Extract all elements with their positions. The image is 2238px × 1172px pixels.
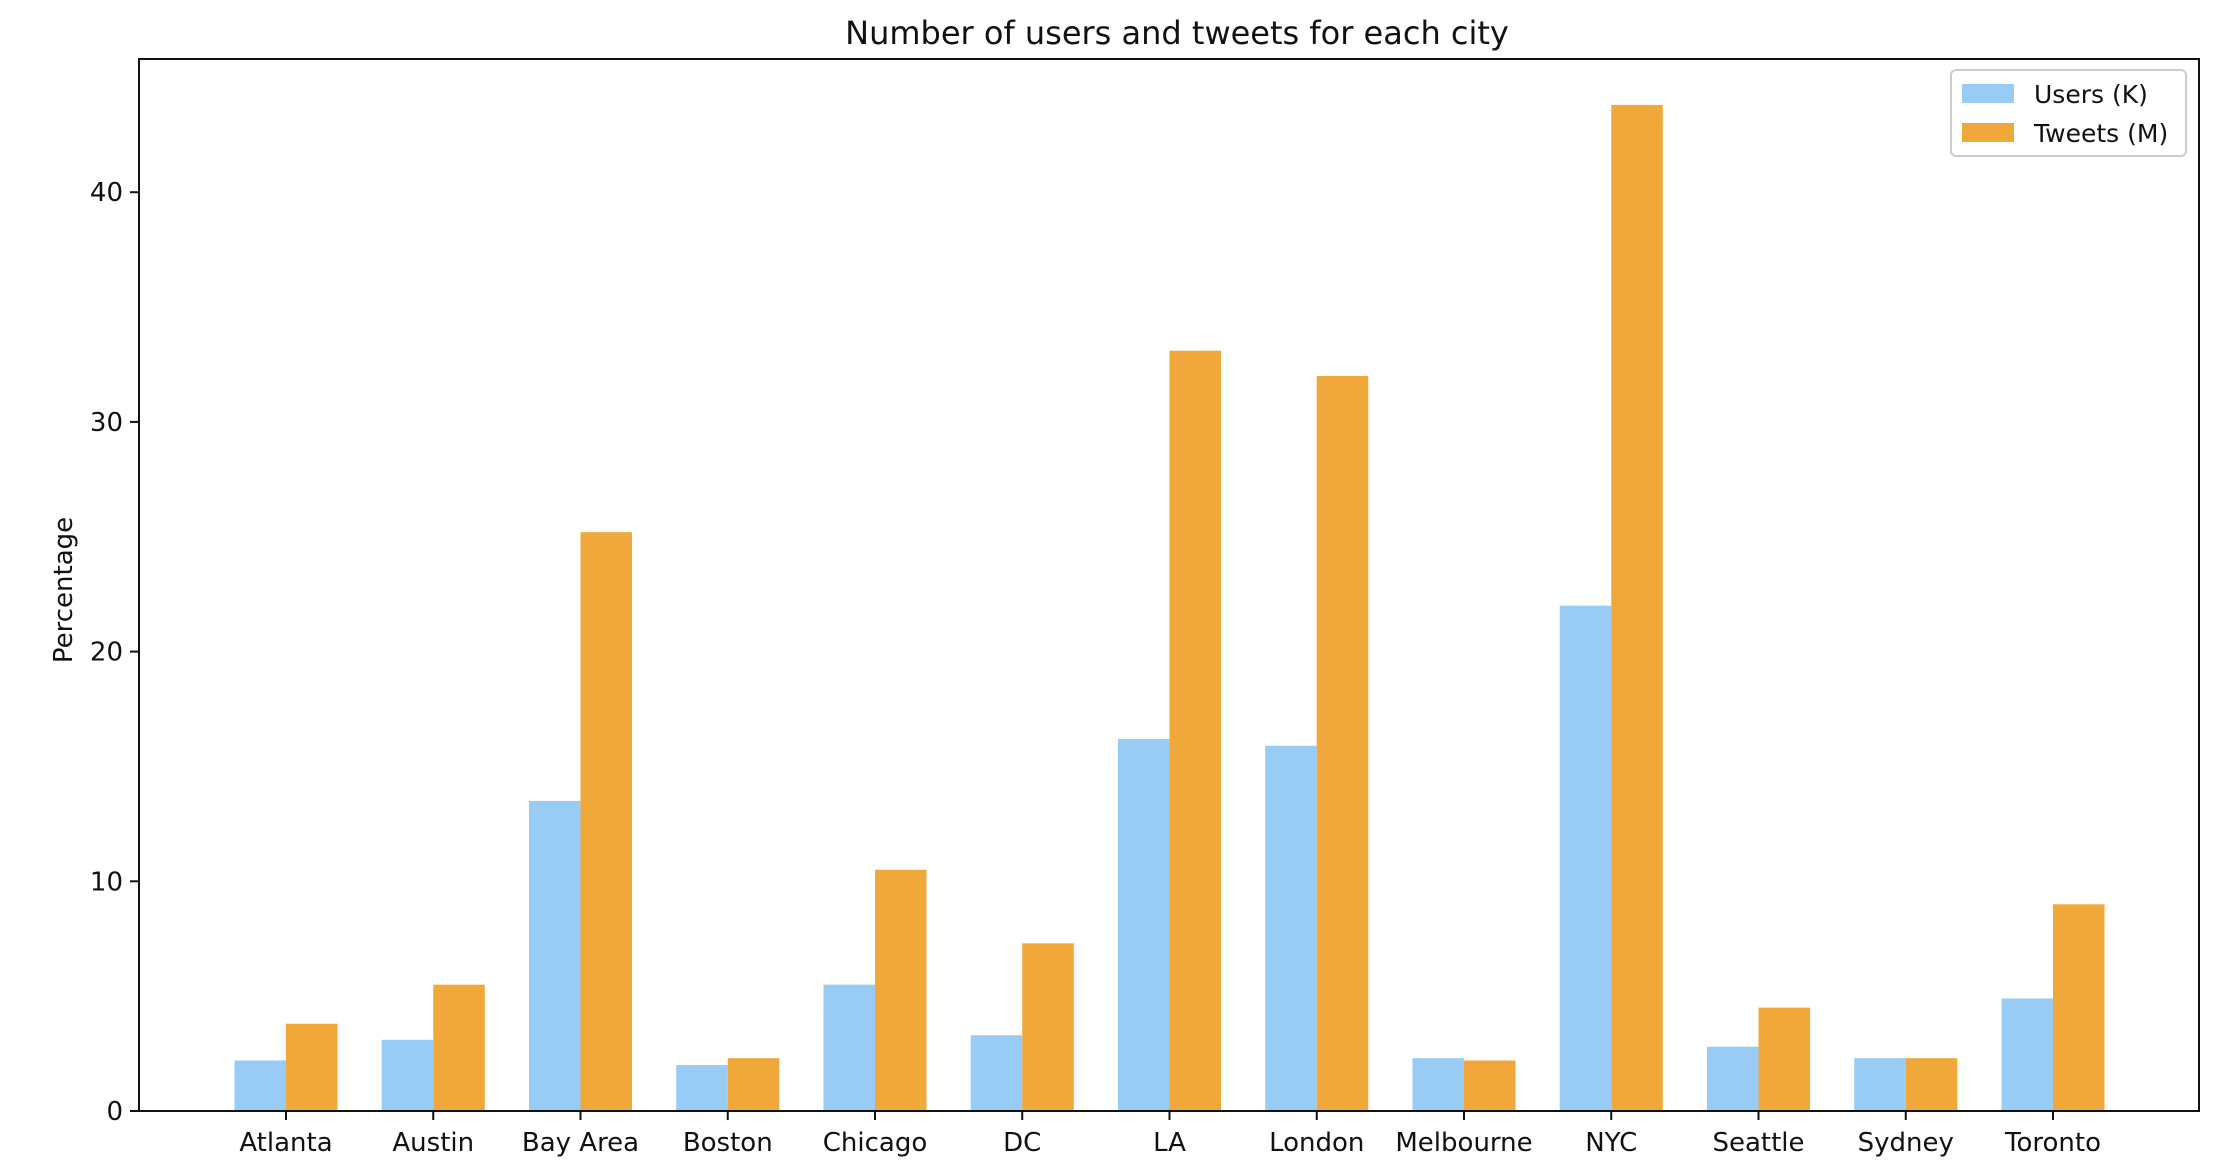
x-tick-label: NYC [1585,1128,1637,1158]
x-tick-label: Chicago [823,1128,928,1158]
bar-users-k [528,800,581,1111]
x-tick-label: London [1269,1128,1364,1158]
y-tick-label: 20 [90,638,123,668]
bar-users-k [1706,1046,1759,1111]
bar-users-k [1412,1058,1464,1111]
bar-tweets-m [433,984,485,1111]
bar-tweets-m [1316,375,1369,1112]
bar-tweets-m [1611,104,1663,1112]
bar-users-k [234,1060,286,1111]
bar-tweets-m [580,532,633,1111]
x-tick-label: Melbourne [1395,1128,1532,1158]
bar-users-k [823,984,875,1111]
y-tick-label: 30 [90,408,123,438]
legend-label: Users (K) [2034,80,2148,109]
axes-layer: 0 10 20 30 40 Atlanta Austin Bay Area Boston Chic… [90,58,2200,1158]
bar-tweets-m [875,869,927,1111]
bar-tweets-m [1022,943,1074,1111]
bar-tweets-m [1169,350,1222,1111]
y-tick-label: 10 [90,867,123,897]
x-tick-label: Austin [392,1128,474,1158]
bar-users-k [970,1035,1023,1111]
bar-users-k [1854,1058,1906,1111]
legend-label: Tweets (M) [2033,119,2168,148]
bar-users-k [381,1039,434,1111]
bar-tweets-m [1758,1007,1811,1111]
x-tick-label: Sydney [1858,1128,1954,1158]
x-tick-label: Seattle [1712,1128,1804,1158]
bar-tweets-m [1464,1060,1516,1111]
y-tick-label: 40 [90,178,123,208]
x-tick-label: Atlanta [239,1128,332,1158]
bar-tweets-m [1905,1058,1958,1111]
chart-title: Number of users and tweets for each city [845,14,1509,52]
x-tick-label: DC [1003,1128,1041,1158]
bar-tweets-m [2053,904,2105,1111]
legend-swatch [1962,84,2014,103]
bar-tweets-m [727,1058,780,1111]
bar-users-k [1559,605,1612,1111]
bar-users-k [2001,998,2053,1111]
x-tick-label: Boston [683,1128,773,1158]
y-tick-label: 0 [106,1097,123,1127]
bar-users-k [676,1065,728,1111]
x-tick-label: Toronto [2004,1128,2101,1158]
y-axis-label: Percentage [49,517,79,663]
bar-users-k [1117,738,1170,1111]
bars-layer [234,104,2105,1112]
bar-tweets-m [286,1023,338,1111]
legend: Users (K) Tweets (M) [1950,69,2187,157]
x-tick-label: Bay Area [522,1128,639,1158]
legend-swatch [1962,123,2014,142]
bar-users-k [1265,745,1317,1111]
x-tick-label: LA [1153,1128,1186,1158]
